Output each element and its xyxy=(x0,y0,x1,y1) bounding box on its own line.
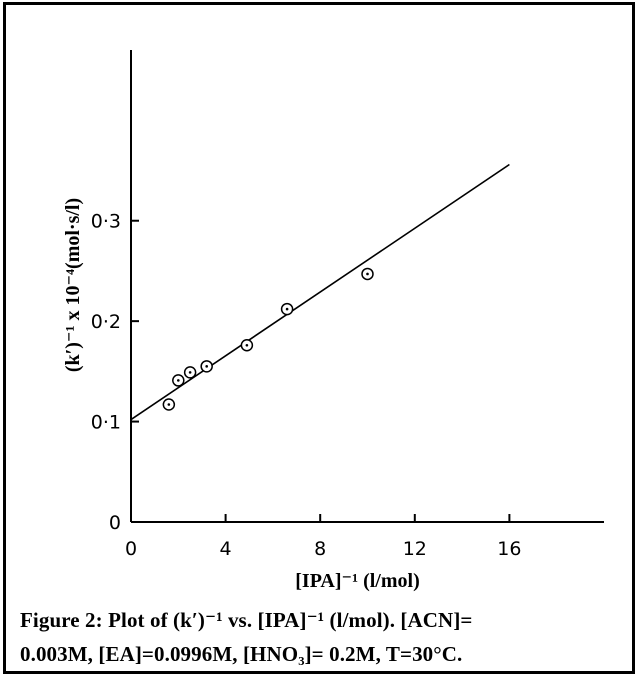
scatter-chart: 0 4 8 12 16 0 0·1 0·2 0·3 [IPA]⁻¹ (l/mol) (k′)⁻¹… xyxy=(62,50,604,592)
fit-line xyxy=(130,163,510,421)
figure-frame: 0 4 8 12 16 0 0·1 0·2 0·3 [IPA]⁻¹ (l/mol) (k′)⁻¹… xyxy=(3,2,635,674)
data-point xyxy=(280,302,294,316)
caption-line-2: 0.003M, [EA]=0.0996M, [HNO₃]= 0.2M, T=30… xyxy=(20,642,463,666)
data-point-dot xyxy=(177,379,180,382)
data-point-dot xyxy=(188,371,192,374)
data-point-dot xyxy=(366,272,369,276)
data-points xyxy=(162,267,374,411)
x-tick-label: 4 xyxy=(220,538,232,560)
caption-line-1: Figure 2: Plot of (k′)⁻¹ vs. [IPA]⁻¹ (l/… xyxy=(20,608,473,632)
data-point xyxy=(172,374,185,387)
data-point-dot xyxy=(167,403,171,406)
y-tick-label: 0·3 xyxy=(91,211,121,233)
ticks: 0 4 8 12 16 0 0·1 0·2 0·3 xyxy=(91,211,522,560)
data-point xyxy=(361,267,374,281)
data-point-dot xyxy=(205,365,208,368)
data-point xyxy=(200,360,213,373)
y-tick-label: 0·2 xyxy=(91,311,121,333)
figure-caption: Figure 2: Plot of (k′)⁻¹ vs. [IPA]⁻¹ (l/… xyxy=(20,603,638,671)
data-point xyxy=(162,398,176,411)
y-tick-label: 0 xyxy=(109,512,121,534)
data-point-dot xyxy=(285,307,289,311)
x-axis-title: [IPA]⁻¹ (l/mol) xyxy=(295,570,419,592)
fit-line-group xyxy=(130,163,510,421)
y-tick-label: 0·1 xyxy=(91,412,121,434)
y-axis-title: (k′)⁻¹ x 10⁻⁴(mol·s/l) xyxy=(62,198,84,372)
x-tick-label: 0 xyxy=(125,538,137,560)
data-point xyxy=(183,366,197,379)
axes xyxy=(130,50,604,523)
data-point-dot xyxy=(245,343,249,347)
x-tick-label: 16 xyxy=(497,538,521,560)
x-tick-label: 12 xyxy=(403,538,427,560)
data-point xyxy=(240,339,254,352)
x-tick-label: 8 xyxy=(314,538,326,560)
